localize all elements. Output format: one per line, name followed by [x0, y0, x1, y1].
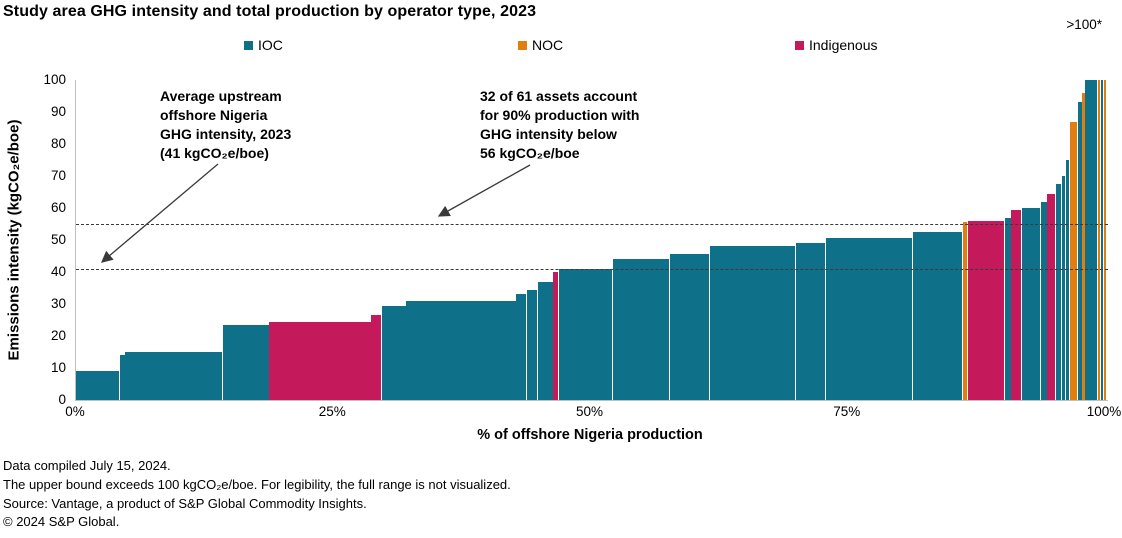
- y-tick-label: 20: [50, 328, 66, 343]
- over-range-note: >100*: [1066, 17, 1102, 32]
- bar-segment-ioc: [125, 352, 223, 400]
- bar-segment-indigenous: [269, 321, 371, 400]
- bar-segment-ioc: [613, 259, 669, 400]
- bar-segment-indigenous: [1047, 193, 1055, 400]
- x-tick-label: 0%: [65, 404, 85, 419]
- y-tick-label: 60: [50, 200, 66, 215]
- y-tick-label: 70: [50, 168, 66, 183]
- bar-segment-noc: [962, 222, 968, 400]
- y-axis-title: Emissions intensity (kgCO₂e/boe): [5, 119, 23, 361]
- bar-segment-ioc: [1055, 184, 1061, 400]
- bar-segment-noc: [1070, 121, 1078, 400]
- reference-line-55: [76, 224, 1108, 225]
- bar-segment-noc: [1103, 80, 1107, 400]
- legend-item-noc: NOC: [518, 37, 563, 53]
- bar-segment-ioc: [709, 246, 796, 400]
- annotation-line: GHG intensity below: [480, 126, 617, 142]
- legend-label: NOC: [532, 37, 564, 53]
- legend-label: Indigenous: [809, 37, 878, 53]
- bar-segment-ioc: [1100, 80, 1104, 400]
- x-tick-label: 75%: [833, 404, 861, 419]
- bar-segment-indigenous: [968, 220, 1005, 400]
- bar-segment-ioc: [1005, 217, 1011, 400]
- annotation-assets-share: 32 of 61 assets account for 90% productio…: [480, 87, 639, 163]
- plot-area: [75, 80, 1108, 401]
- bar-segment-indigenous: [371, 315, 381, 400]
- footnote-line: Data compiled July 15, 2024.: [3, 458, 171, 473]
- footnote-line: © 2024 S&P Global.: [3, 514, 120, 530]
- bar-segment-ioc: [1065, 160, 1070, 400]
- annotation-line: offshore Nigeria: [160, 107, 268, 123]
- y-tick-label: 30: [50, 296, 66, 311]
- legend-item-indigenous: Indigenous: [795, 37, 878, 53]
- bar-segment-ioc: [669, 254, 710, 400]
- bar-segment-ioc: [516, 294, 526, 400]
- y-tick-label: 0: [58, 392, 66, 407]
- annotation-avg-intensity: Average upstream offshore Nigeria GHG inte…: [160, 87, 291, 163]
- bar-segment-ioc: [1078, 102, 1082, 400]
- bar-segment-ioc: [76, 371, 120, 400]
- annotation-line: GHG intensity, 2023: [160, 126, 292, 142]
- x-axis-title: % of offshore Nigeria production: [477, 427, 703, 443]
- annotation-line: (41 kgCO₂e/boe): [160, 145, 269, 161]
- bar-segment-ioc: [796, 243, 826, 400]
- y-tick-label: 40: [50, 264, 66, 279]
- y-tick-label: 80: [50, 136, 66, 151]
- bar-segment-ioc: [381, 305, 406, 400]
- x-tick-label: 25%: [318, 404, 346, 419]
- y-tick-label: 50: [50, 232, 66, 247]
- y-tick-label: 100: [43, 72, 66, 87]
- bar-segment-ioc: [826, 238, 912, 400]
- bar-segment-ioc: [406, 300, 516, 400]
- chart-title: Study area GHG intensity and total produ…: [3, 3, 537, 20]
- y-tick-label: 90: [50, 104, 66, 119]
- legend-swatch-indigenous: [795, 40, 804, 50]
- reference-line-41: [76, 268, 1108, 270]
- bar-segment-ioc: [223, 324, 269, 400]
- legend-label: IOC: [258, 37, 283, 53]
- x-tick-label: 50%: [575, 404, 604, 419]
- footnote-line: The upper bound exceeds 100 kgCO₂e/boe. …: [3, 476, 511, 492]
- annotation-line: for 90% production with: [480, 107, 640, 123]
- annotation-line: 56 kgCO₂e/boe: [480, 145, 580, 161]
- y-tick-label: 10: [50, 360, 66, 375]
- footnote-line: Source: Vantage, a product of S&P Global…: [3, 495, 367, 511]
- legend-item-ioc: IOC: [244, 37, 283, 53]
- bar-segment-ioc: [1021, 208, 1041, 400]
- bar-segment-ioc: [1085, 80, 1097, 400]
- bar-segment-ioc: [120, 355, 125, 400]
- bar-segment-indigenous: [1011, 209, 1021, 400]
- legend-swatch-ioc: [244, 40, 253, 50]
- bar-segment-ioc: [538, 281, 553, 400]
- bar-segment-ioc: [912, 232, 963, 400]
- bar-segment-ioc: [558, 268, 613, 400]
- bar-segment-noc: [1097, 80, 1101, 400]
- bar-segment-ioc: [526, 289, 538, 400]
- bar-segment-indigenous: [553, 272, 558, 400]
- bar-segment-noc: [1082, 92, 1085, 400]
- legend-swatch-noc: [518, 40, 527, 50]
- footnotes: Data compiled July 15, 2024. The upper bo…: [3, 457, 511, 532]
- annotation-line: Average upstream: [160, 88, 282, 104]
- x-tick-label: 100%: [1086, 404, 1122, 419]
- bar-segment-ioc: [1041, 201, 1047, 400]
- bar-segment-ioc: [1061, 176, 1066, 400]
- annotation-line: 32 of 61 assets account: [480, 88, 638, 104]
